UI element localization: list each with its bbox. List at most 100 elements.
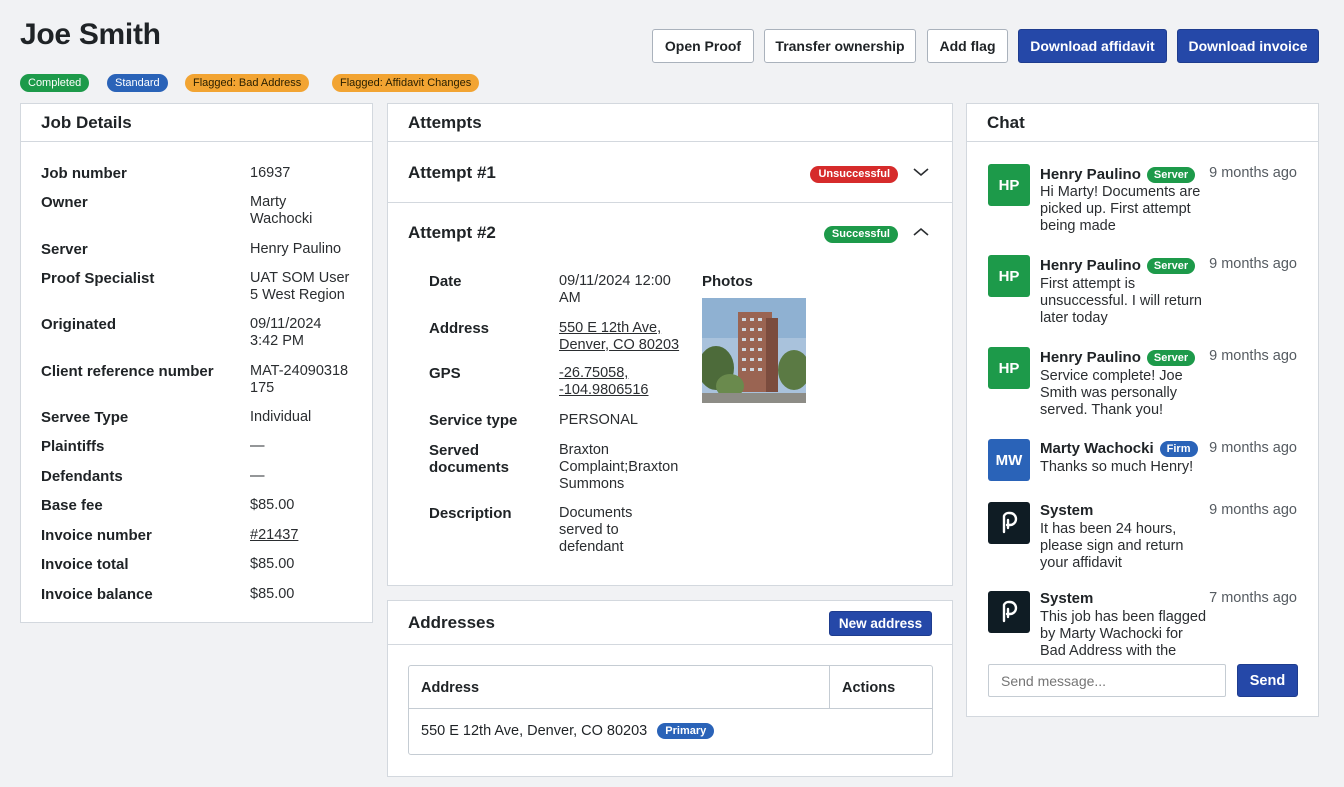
job-number-value: 16937 [250, 165, 291, 181]
role-badge: Server [1146, 257, 1196, 274]
address-label: Address [429, 320, 490, 337]
divider [388, 644, 952, 645]
sender-name: Henry Paulino [1040, 166, 1141, 183]
invoice-number-link[interactable]: #21437 [250, 527, 299, 543]
attempt-address-link[interactable]: 550 E 12th Ave, Denver, CO 80203 [559, 320, 680, 353]
system-logo-icon [988, 591, 1030, 633]
attempts-title: Attempts [388, 104, 952, 142]
proof-specialist-label: Proof Specialist [41, 270, 155, 287]
table-header: Address Actions [409, 666, 932, 709]
plaintiffs-value: — [250, 438, 265, 454]
address-cell: 550 E 12th Ave, Denver, CO 80203 [421, 723, 648, 739]
attempt-1-status-badge: Unsuccessful [810, 165, 898, 183]
description-value: Documents served to defendant [559, 505, 633, 555]
sender-name: System [1040, 590, 1094, 607]
job-number-label: Job number [41, 165, 127, 182]
description-label: Description [429, 505, 512, 522]
chat-title: Chat [967, 104, 1318, 142]
page-title: Joe Smith [20, 18, 161, 51]
flag-badge-affidavit-changes: Flagged: Affidavit Changes [332, 74, 480, 92]
message-text: First attempt is unsuccessful. I will re… [1040, 276, 1202, 326]
attempts-panel: Attempts Attempt #1 Unsuccessful Attempt… [387, 103, 953, 586]
message-input[interactable] [988, 664, 1226, 697]
attempt-1-header[interactable]: Attempt #1 Unsuccessful [388, 143, 952, 203]
role-badge: Firm [1159, 440, 1198, 457]
message-time: 9 months ago [1209, 440, 1297, 456]
client-ref-label: Client reference number [41, 363, 214, 380]
download-affidavit-button[interactable]: Download affidavit [1018, 29, 1167, 63]
invoice-balance-label: Invoice balance [41, 586, 153, 603]
date-value: 09/11/2024 12:00 AM [559, 273, 671, 306]
defendants-label: Defendants [41, 468, 123, 485]
served-documents-label: Served documents [429, 442, 510, 476]
chevron-down-icon[interactable] [912, 163, 930, 181]
message-text: It has been 24 hours, please sign and re… [1040, 521, 1184, 571]
avatar: MW [988, 439, 1030, 481]
date-label: Date [429, 273, 462, 290]
gps-label: GPS [429, 365, 461, 382]
attempt-2-status-badge: Successful [823, 225, 898, 243]
servee-type-value: Individual [250, 409, 312, 425]
attempt-2-header[interactable]: Attempt #2 Successful [388, 204, 952, 264]
sender-name: Marty Wachocki [1040, 440, 1154, 457]
sender-name: Henry Paulino [1040, 257, 1141, 274]
served-documents-value: Braxton Complaint;Braxton Summons [559, 442, 679, 492]
avatar: HP [988, 255, 1030, 297]
role-badge: Server [1146, 349, 1196, 366]
new-address-button[interactable]: New address [829, 611, 932, 636]
add-flag-button[interactable]: Add flag [927, 29, 1008, 63]
role-badge: Server [1146, 166, 1196, 183]
message-time: 9 months ago [1209, 256, 1297, 272]
system-logo-icon [988, 502, 1030, 544]
invoice-balance-value: $85.00 [250, 586, 295, 602]
servee-type-label: Servee Type [41, 409, 129, 426]
column-header-address: Address [421, 680, 480, 696]
message-time: 7 months ago [1209, 590, 1297, 606]
chat-panel: Chat HP Henry Paulino Server 9 months ago… [966, 103, 1319, 717]
message-time: 9 months ago [1209, 502, 1297, 518]
photos-label: Photos [702, 273, 753, 290]
message-time: 9 months ago [1209, 348, 1297, 364]
download-invoice-button[interactable]: Download invoice [1177, 29, 1319, 63]
column-header-actions: Actions [842, 680, 896, 696]
addresses-table: Address Actions 550 E 12th Ave, Denver, … [408, 665, 933, 755]
invoice-total-label: Invoice total [41, 556, 129, 573]
service-type-value: PERSONAL [559, 412, 638, 428]
send-button[interactable]: Send [1237, 664, 1298, 697]
base-fee-value: $85.00 [250, 497, 295, 513]
service-type-label: Service type [429, 412, 518, 429]
attempt-photo-thumbnail[interactable] [702, 298, 806, 403]
owner-value: Marty Wachocki [250, 194, 313, 227]
chevron-up-icon[interactable] [912, 223, 930, 241]
owner-label: Owner [41, 194, 88, 211]
addresses-title: Addresses [408, 613, 495, 632]
message-text: This job has been flagged by Marty Wacho… [1040, 609, 1207, 659]
primary-badge: Primary [657, 723, 715, 739]
job-details-title: Job Details [21, 104, 372, 142]
status-badge-completed: Completed [20, 74, 90, 92]
invoice-number-label: Invoice number [41, 527, 152, 544]
open-proof-button[interactable]: Open Proof [652, 29, 754, 63]
gps-link[interactable]: -26.75058, -104.9806516 [559, 365, 649, 398]
flag-badge-bad-address: Flagged: Bad Address [185, 74, 310, 92]
attempt-2-title: Attempt #2 [408, 223, 496, 242]
chat-message-list[interactable]: HP Henry Paulino Server 9 months ago Hi M… [967, 143, 1318, 659]
message-text: Service complete! Joe Smith was personal… [1040, 368, 1183, 418]
table-row: 550 E 12th Ave, Denver, CO 80203 Primary [421, 723, 715, 739]
invoice-total-value: $85.00 [250, 556, 295, 572]
plaintiffs-label: Plaintiffs [41, 438, 105, 455]
defendants-value: — [250, 468, 265, 484]
sender-name: System [1040, 502, 1094, 519]
server-value: Henry Paulino [250, 241, 342, 257]
avatar: HP [988, 164, 1030, 206]
addresses-panel: Addresses New address Address Actions 55… [387, 600, 953, 777]
attempt-1-title: Attempt #1 [408, 163, 496, 182]
column-divider [829, 666, 830, 708]
proof-specialist-value: UAT SOM User 5 West Region [250, 270, 350, 303]
message-text: Hi Marty! Documents are picked up. First… [1040, 184, 1201, 234]
originated-label: Originated [41, 316, 117, 333]
transfer-ownership-button[interactable]: Transfer ownership [764, 29, 916, 63]
status-badge-standard: Standard [107, 74, 168, 92]
originated-value: 09/11/2024 3:42 PM [250, 316, 322, 349]
sender-name: Henry Paulino [1040, 349, 1141, 366]
